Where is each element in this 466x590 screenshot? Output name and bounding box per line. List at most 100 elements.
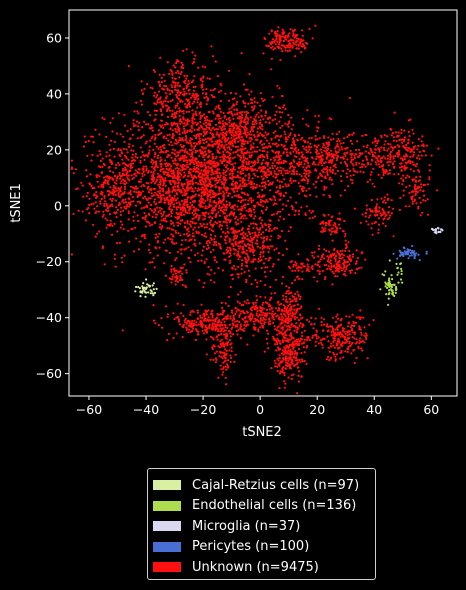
- scatter-point: [233, 252, 236, 255]
- scatter-point: [342, 262, 345, 265]
- scatter-point: [230, 309, 234, 312]
- scatter-point: [187, 227, 190, 230]
- scatter-point: [308, 137, 311, 140]
- scatter-point: [171, 144, 174, 147]
- scatter-point: [201, 211, 204, 215]
- scatter-point: [214, 162, 217, 165]
- scatter-point: [156, 156, 159, 160]
- scatter-point: [239, 128, 242, 131]
- scatter-point: [166, 191, 169, 194]
- scatter-point: [291, 208, 294, 211]
- scatter-point: [392, 155, 395, 158]
- scatter-point: [321, 220, 325, 223]
- scatter-point: [426, 213, 430, 216]
- scatter-point: [232, 247, 235, 251]
- scatter-point: [99, 153, 102, 156]
- scatter-point: [281, 208, 284, 211]
- scatter-point: [130, 159, 133, 163]
- scatter-point: [186, 129, 189, 132]
- scatter-point: [237, 276, 240, 279]
- scatter-point: [242, 142, 245, 145]
- scatter-point: [320, 159, 324, 162]
- scatter-point: [171, 86, 174, 89]
- scatter-point: [238, 241, 241, 244]
- scatter-point: [122, 228, 125, 231]
- scatter-point: [194, 54, 197, 57]
- scatter-point: [257, 257, 260, 260]
- scatter-point: [264, 266, 267, 269]
- scatter-point: [248, 232, 252, 235]
- scatter-point: [261, 188, 264, 191]
- scatter-point: [301, 262, 304, 265]
- scatter-point: [344, 154, 347, 157]
- scatter-point: [336, 251, 339, 254]
- scatter-point: [220, 162, 223, 165]
- scatter-point: [233, 232, 236, 235]
- scatter-point: [251, 101, 254, 105]
- scatter-point: [102, 213, 105, 216]
- scatter-point: [139, 161, 142, 164]
- scatter-point: [145, 214, 148, 217]
- scatter-point: [225, 179, 228, 182]
- scatter-point: [163, 170, 166, 173]
- scatter-point: [217, 143, 220, 146]
- scatter-point: [332, 156, 335, 159]
- scatter-point: [193, 75, 196, 78]
- scatter-point: [232, 167, 235, 170]
- scatter-point: [225, 349, 228, 352]
- scatter-point: [213, 142, 216, 145]
- scatter-point: [191, 190, 194, 193]
- scatter-point: [201, 329, 204, 332]
- scatter-point: [131, 144, 134, 147]
- scatter-point: [193, 238, 196, 242]
- scatter-point: [220, 129, 223, 132]
- scatter-point: [343, 137, 346, 140]
- scatter-point: [188, 328, 191, 331]
- scatter-point: [250, 90, 253, 93]
- scatter-point: [160, 317, 163, 320]
- scatter-point: [305, 176, 308, 179]
- scatter-point: [173, 142, 176, 145]
- scatter-point: [331, 239, 334, 242]
- scatter-point: [149, 261, 152, 264]
- scatter-point: [344, 232, 347, 236]
- scatter-point: [264, 183, 267, 186]
- scatter-point: [289, 146, 292, 150]
- scatter-point: [225, 221, 228, 224]
- scatter-point: [253, 125, 256, 128]
- scatter-point: [391, 207, 395, 210]
- scatter-point: [227, 69, 231, 72]
- scatter-point: [236, 235, 239, 238]
- scatter-point: [160, 81, 164, 84]
- scatter-point: [224, 235, 227, 238]
- scatter-point: [305, 205, 308, 208]
- scatter-point: [261, 185, 264, 188]
- scatter-point: [283, 169, 286, 172]
- scatter-point: [154, 246, 157, 249]
- scatter-point: [238, 196, 241, 199]
- scatter-point: [423, 183, 426, 186]
- scatter-point: [236, 112, 239, 115]
- scatter-point: [192, 209, 196, 212]
- scatter-point: [259, 216, 262, 219]
- scatter-point: [208, 110, 211, 114]
- scatter-point: [339, 194, 342, 197]
- scatter-point: [378, 165, 381, 168]
- scatter-point: [184, 317, 187, 320]
- scatter-point: [355, 262, 358, 265]
- scatter-point: [240, 172, 243, 175]
- scatter-point: [278, 169, 281, 172]
- scatter-point: [182, 49, 185, 52]
- scatter-point: [203, 217, 206, 220]
- scatter-point: [182, 117, 185, 120]
- scatter-point: [377, 147, 380, 150]
- scatter-point: [205, 95, 208, 99]
- scatter-point: [213, 87, 217, 90]
- scatter-point: [242, 248, 245, 251]
- scatter-point: [296, 275, 299, 278]
- scatter-point: [165, 95, 168, 98]
- scatter-point: [177, 72, 180, 75]
- scatter-point: [230, 133, 233, 136]
- scatter-point: [105, 155, 108, 158]
- scatter-point: [243, 327, 246, 330]
